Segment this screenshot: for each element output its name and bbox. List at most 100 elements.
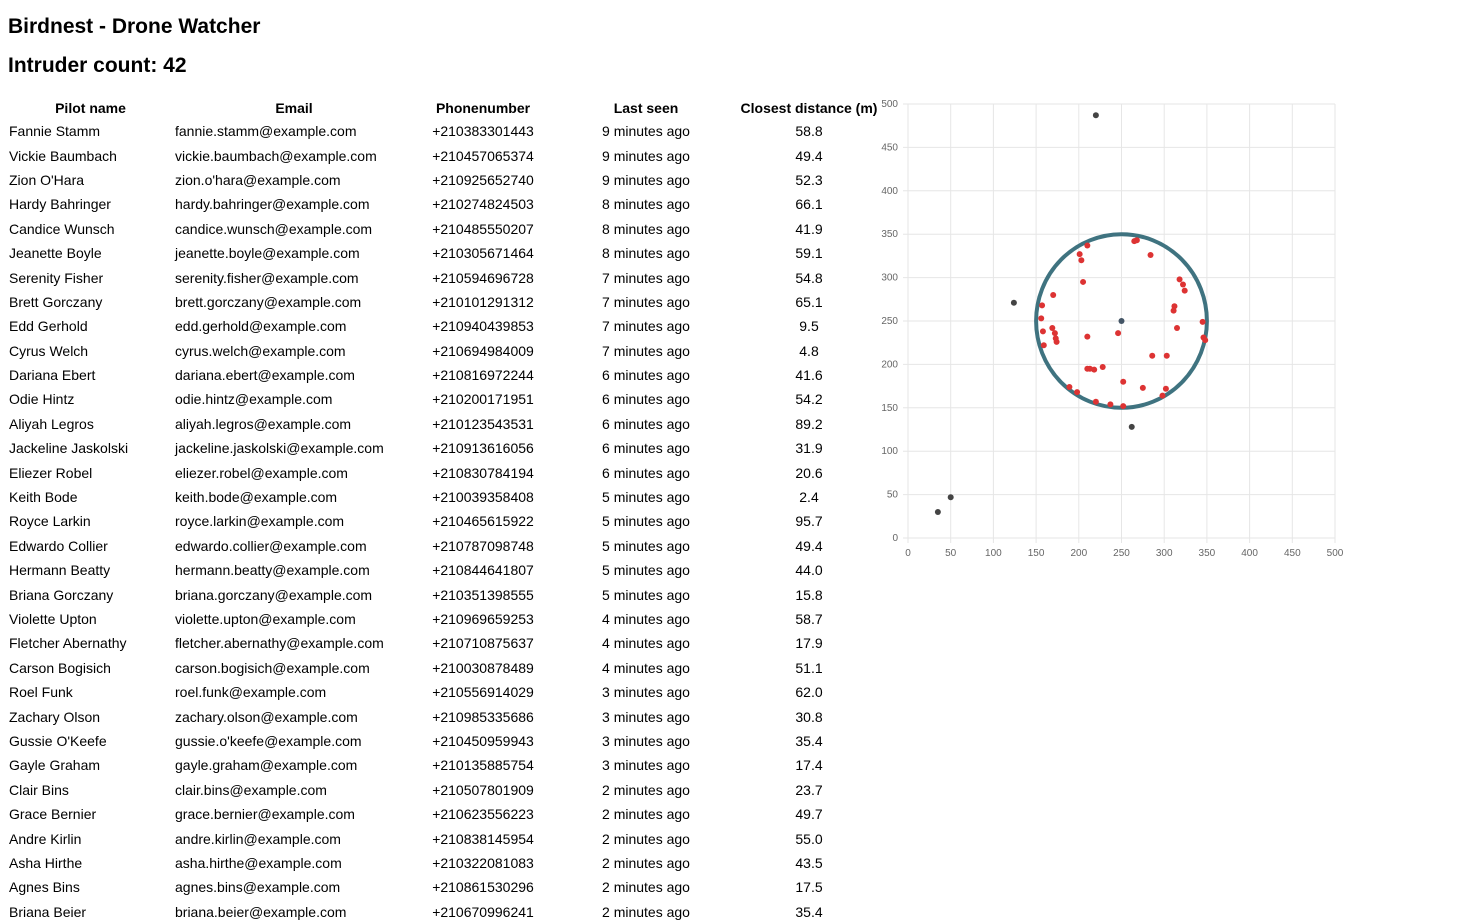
table-row: Royce Larkin royce.larkin@example.com +210… bbox=[6, 509, 879, 533]
intruder-count-label: Intruder count: bbox=[8, 54, 158, 77]
cell-phonenumber: +210485550207 bbox=[432, 220, 534, 237]
cell-closest-distance: 41.9 bbox=[795, 220, 823, 237]
drone-point bbox=[1040, 342, 1047, 349]
cell-phonenumber: +210383301443 bbox=[432, 123, 534, 140]
drone-point bbox=[1163, 352, 1170, 359]
cell-closest-distance: 17.5 bbox=[795, 879, 823, 896]
cell-last-seen: 2 minutes ago bbox=[602, 854, 690, 871]
cell-email: gayle.graham@example.com bbox=[175, 757, 358, 774]
cell-pilot-name: Violette Upton bbox=[9, 611, 97, 627]
table-row: Briana Gorczany briana.gorczany@example.c… bbox=[6, 582, 879, 606]
cell-email: jeanette.boyle@example.com bbox=[175, 245, 360, 262]
x-tick-label: 50 bbox=[945, 548, 957, 559]
table-row: Agnes Bins agnes.bins@example.com +2108615… bbox=[6, 875, 879, 899]
table-row: Briana Beier briana.beier@example.com +210… bbox=[6, 900, 879, 924]
cell-phonenumber: +210830784194 bbox=[432, 464, 534, 481]
drone-point bbox=[1050, 291, 1057, 298]
cell-closest-distance: 9.5 bbox=[799, 318, 819, 335]
cell-pilot-name: Dariana Ebert bbox=[9, 367, 96, 384]
table-row: Asha Hirthe asha.hirthe@example.com +21032… bbox=[6, 851, 879, 875]
drone-point bbox=[1039, 302, 1046, 309]
cell-email: asha.hirthe@example.com bbox=[175, 854, 342, 871]
cell-last-seen: 4 minutes ago bbox=[602, 611, 690, 627]
cell-closest-distance: 2.4 bbox=[799, 489, 819, 506]
table-row: Eliezer Robel eliezer.robel@example.com +2… bbox=[6, 460, 879, 484]
cell-email: carson.bogisich@example.com bbox=[175, 659, 370, 676]
cell-closest-distance: 17.4 bbox=[795, 757, 823, 774]
cell-closest-distance: 49.7 bbox=[795, 806, 823, 823]
table-row: Zachary Olson zachary.olson@example.com +2… bbox=[6, 704, 879, 728]
drone-point bbox=[947, 494, 954, 501]
drone-point bbox=[1107, 401, 1114, 408]
cell-last-seen: 6 minutes ago bbox=[602, 440, 690, 457]
cell-last-seen: 2 minutes ago bbox=[602, 830, 690, 847]
drone-point bbox=[1092, 112, 1099, 119]
cell-phonenumber: +210351398555 bbox=[432, 586, 534, 603]
drone-position-chart: 0 50 100 150 200 250 300 350 400 450 500 0 50 100 150 2… bbox=[881, 99, 1343, 559]
cell-email: eliezer.robel@example.com bbox=[175, 464, 348, 481]
cell-last-seen: 8 minutes ago bbox=[602, 220, 690, 237]
cell-phonenumber: +210101291312 bbox=[432, 293, 534, 310]
cell-pilot-name: Carson Bogisich bbox=[9, 659, 111, 676]
x-tick-label: 150 bbox=[1028, 548, 1045, 559]
cell-last-seen: 3 minutes ago bbox=[602, 732, 690, 749]
y-tick-label: 500 bbox=[881, 99, 898, 110]
cell-closest-distance: 54.2 bbox=[795, 391, 823, 408]
page-title: Birdnest - Drone Watcher bbox=[8, 15, 261, 38]
y-tick-label: 450 bbox=[881, 142, 898, 153]
table-row: Grace Bernier grace.bernier@example.com +2… bbox=[6, 802, 879, 826]
cell-closest-distance: 52.3 bbox=[795, 171, 823, 188]
cell-phonenumber: +210816972244 bbox=[432, 367, 534, 384]
cell-pilot-name: Jackeline Jaskolski bbox=[9, 440, 129, 457]
drone-point bbox=[1170, 307, 1177, 314]
cell-last-seen: 5 minutes ago bbox=[602, 489, 690, 506]
cell-last-seen: 3 minutes ago bbox=[602, 757, 690, 774]
cell-phonenumber: +210694984009 bbox=[432, 342, 534, 359]
cell-closest-distance: 43.5 bbox=[795, 854, 823, 871]
cell-email: zachary.olson@example.com bbox=[175, 708, 358, 725]
drone-point bbox=[1080, 278, 1087, 285]
table-row: Clair Bins clair.bins@example.com +2105078… bbox=[6, 778, 879, 802]
drone-point bbox=[1133, 237, 1140, 244]
cell-last-seen: 5 minutes ago bbox=[602, 513, 690, 530]
column-header-last-seen: Last seen bbox=[613, 99, 679, 116]
table-row: Aliyah Legros aliyah.legros@example.com +2… bbox=[6, 412, 879, 436]
x-tick-label: 250 bbox=[1113, 548, 1130, 559]
table-row: Keith Bode keith.bode@example.com +2100393… bbox=[6, 485, 879, 509]
cell-phonenumber: +210838145954 bbox=[432, 830, 534, 847]
table-row: Hermann Beatty hermann.beatty@example.com… bbox=[6, 558, 879, 582]
drone-point bbox=[1120, 378, 1127, 385]
cell-email: clair.bins@example.com bbox=[175, 781, 327, 798]
y-tick-label: 400 bbox=[881, 186, 898, 197]
cell-phonenumber: +210594696728 bbox=[432, 269, 534, 286]
cell-phonenumber: +210457065374 bbox=[432, 147, 534, 164]
cell-closest-distance: 35.4 bbox=[795, 732, 823, 749]
cell-phonenumber: +210123543531 bbox=[432, 415, 534, 432]
column-header-pilot-name: Pilot name bbox=[55, 99, 126, 116]
table-row: Odie Hintz odie.hintz@example.com +2102001… bbox=[6, 387, 879, 411]
cell-last-seen: 2 minutes ago bbox=[602, 879, 690, 896]
y-tick-label: 50 bbox=[887, 490, 899, 501]
cell-pilot-name: Fannie Stamm bbox=[9, 123, 101, 140]
cell-closest-distance: 65.1 bbox=[795, 293, 823, 310]
drone-point bbox=[1076, 251, 1083, 258]
cell-email: aliyah.legros@example.com bbox=[175, 415, 352, 432]
cell-closest-distance: 17.9 bbox=[795, 635, 823, 652]
table-row: Edd Gerhold edd.gerhold@example.com +21094… bbox=[6, 314, 879, 338]
cell-email: andre.kirlin@example.com bbox=[175, 830, 341, 847]
cell-last-seen: 7 minutes ago bbox=[602, 269, 690, 286]
drone-point bbox=[1159, 392, 1166, 399]
cell-phonenumber: +210465615922 bbox=[432, 513, 534, 530]
cell-email: gussie.o'keefe@example.com bbox=[175, 732, 362, 749]
drone-point bbox=[1149, 352, 1156, 359]
cell-last-seen: 5 minutes ago bbox=[602, 562, 690, 579]
cell-last-seen: 8 minutes ago bbox=[602, 196, 690, 213]
cell-last-seen: 3 minutes ago bbox=[602, 684, 690, 701]
cell-email: hardy.bahringer@example.com bbox=[175, 196, 370, 213]
drone-point bbox=[1199, 318, 1206, 325]
cell-closest-distance: 55.0 bbox=[795, 830, 823, 847]
table-row: Roel Funk roel.funk@example.com +210556914… bbox=[6, 680, 879, 704]
table-row: Jackeline Jaskolski jackeline.jaskolski@e… bbox=[6, 436, 879, 460]
drone-point bbox=[1078, 257, 1085, 264]
cell-pilot-name: Agnes Bins bbox=[9, 879, 80, 896]
